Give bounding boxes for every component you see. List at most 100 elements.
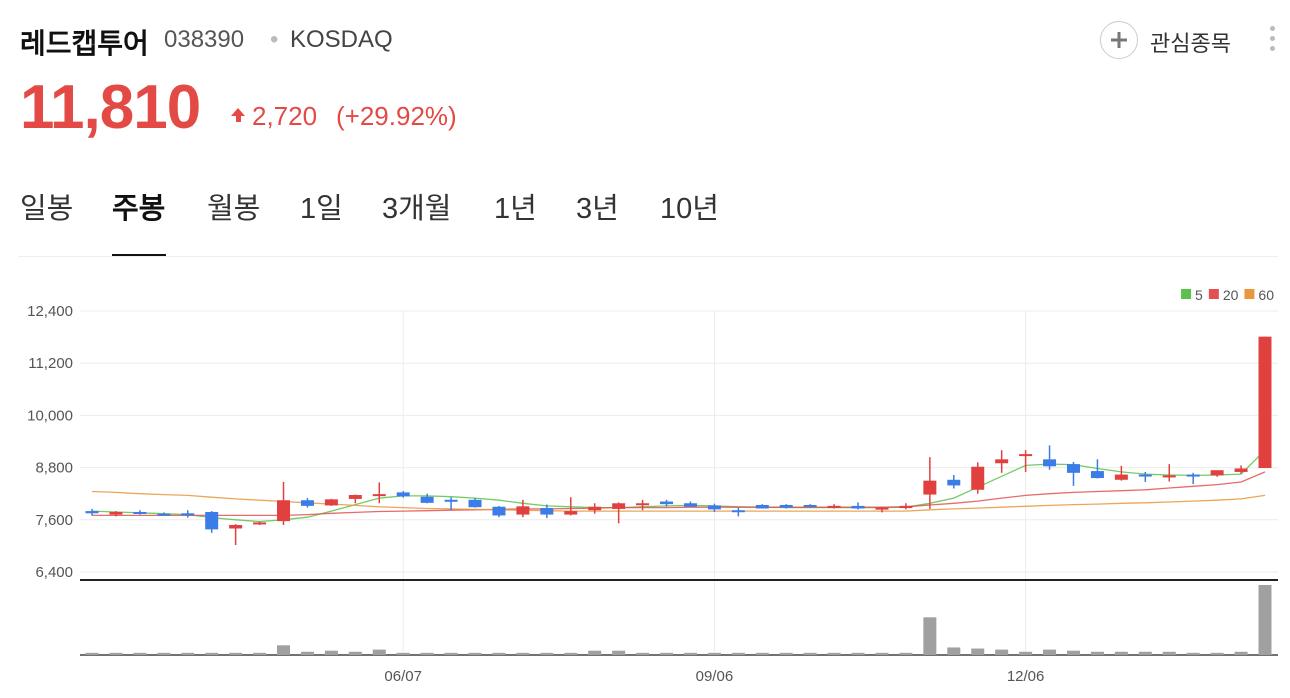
tab[interactable]: 일봉 xyxy=(20,193,74,225)
tab[interactable]: 10년 xyxy=(660,193,719,225)
volume-bar xyxy=(779,652,793,655)
candle-body xyxy=(1210,470,1224,476)
volume-bar xyxy=(995,649,1009,655)
volume-bar xyxy=(660,652,674,655)
candle-body xyxy=(492,506,506,516)
candle-body xyxy=(468,499,482,508)
volume-bar xyxy=(85,652,99,655)
price: 11,810 xyxy=(20,73,201,142)
volume-bar xyxy=(1019,651,1033,655)
separator-dot: • xyxy=(270,26,279,53)
add-watch-button[interactable] xyxy=(1100,21,1138,59)
volume-bar xyxy=(875,652,889,655)
volume-bar xyxy=(827,652,841,655)
volume-bar xyxy=(300,651,314,655)
volume-bar xyxy=(923,617,937,655)
change-percent: (+29.92%) xyxy=(336,101,457,131)
volume-bar xyxy=(253,652,267,655)
candle-body xyxy=(995,459,1009,464)
candle-body xyxy=(1138,474,1152,477)
tab[interactable]: 1년 xyxy=(494,193,537,225)
candle-body xyxy=(277,500,291,522)
candle-body xyxy=(636,503,650,506)
tab[interactable]: 월봉 xyxy=(207,193,261,225)
volume-bar xyxy=(851,652,865,655)
candle-body xyxy=(851,505,865,509)
volume-bar xyxy=(636,652,650,655)
candle-body xyxy=(1066,464,1080,473)
tab[interactable]: 주봉 xyxy=(112,193,166,225)
divider xyxy=(18,256,1278,257)
candle-body xyxy=(372,494,386,497)
tab[interactable]: 1일 xyxy=(300,193,343,225)
candle-body xyxy=(1258,336,1272,469)
candle-body xyxy=(181,513,195,516)
candle-body xyxy=(420,496,434,503)
candle-body xyxy=(300,500,314,506)
candle-body xyxy=(803,505,817,508)
x-tick-label: 09/06 xyxy=(696,668,734,685)
volume-bar xyxy=(947,647,961,655)
candle-body xyxy=(229,525,243,529)
candle-body xyxy=(109,511,123,515)
volume-bar xyxy=(372,649,386,655)
volume-bar xyxy=(1090,651,1104,655)
volume-bar xyxy=(205,652,219,655)
moving-average-line xyxy=(91,490,1266,512)
active-tab-underline xyxy=(112,254,166,256)
volume-bar xyxy=(277,645,291,655)
y-tick-label: 6,400 xyxy=(35,564,73,581)
candle-body xyxy=(1043,459,1057,467)
volume-bar xyxy=(1234,651,1248,655)
legend-label: 60 xyxy=(1258,287,1274,303)
stock-code: 038390 xyxy=(164,26,245,53)
volume-bar xyxy=(157,652,171,655)
candle-body xyxy=(779,505,793,508)
volume-bar xyxy=(516,652,530,655)
volume-bar xyxy=(707,652,721,655)
market: KOSDAQ xyxy=(290,26,393,53)
candle-body xyxy=(731,510,745,513)
tab[interactable]: 3년 xyxy=(576,193,619,225)
candle-body xyxy=(899,505,913,509)
volume-bar xyxy=(468,652,482,655)
candle-body xyxy=(1090,471,1104,479)
watch-label[interactable]: 관심종목 xyxy=(1150,31,1231,56)
candle-body xyxy=(205,511,219,530)
candle-body xyxy=(540,508,554,515)
candle-body xyxy=(157,513,171,516)
volume-bar xyxy=(1114,651,1128,655)
volume-bar xyxy=(348,651,362,655)
legend-swatch xyxy=(1244,289,1255,299)
volume-bar xyxy=(1186,652,1200,655)
volume-bar xyxy=(396,652,410,655)
candle-body xyxy=(1234,468,1248,472)
volume-bar xyxy=(588,650,602,655)
candle-body xyxy=(1186,474,1200,477)
volume-bar xyxy=(324,650,338,655)
candle-body xyxy=(324,499,338,506)
y-tick-label: 10,000 xyxy=(27,407,73,424)
y-tick-label: 11,200 xyxy=(28,355,73,372)
y-tick-label: 12,400 xyxy=(27,303,73,320)
candle-body xyxy=(564,511,578,515)
y-tick-label: 7,600 xyxy=(35,512,73,529)
candle-body xyxy=(660,501,674,505)
volume-bar xyxy=(1138,651,1152,655)
volume-bar xyxy=(803,652,817,655)
tab[interactable]: 3개월 xyxy=(382,193,452,225)
candle-body xyxy=(1162,475,1176,478)
volume-bar xyxy=(612,650,626,655)
volume-bar xyxy=(181,652,195,655)
volume-bar xyxy=(1210,652,1224,655)
candle-body xyxy=(755,505,769,509)
up-arrow xyxy=(236,115,241,122)
volume-bar xyxy=(1066,650,1080,655)
volume-bar xyxy=(731,652,745,655)
candle-body xyxy=(253,522,267,525)
more-menu[interactable] xyxy=(1270,26,1276,54)
candle-body xyxy=(971,466,985,490)
change: 2,720 xyxy=(252,101,318,131)
volume-bar xyxy=(1162,651,1176,655)
volume-bar xyxy=(899,652,913,655)
